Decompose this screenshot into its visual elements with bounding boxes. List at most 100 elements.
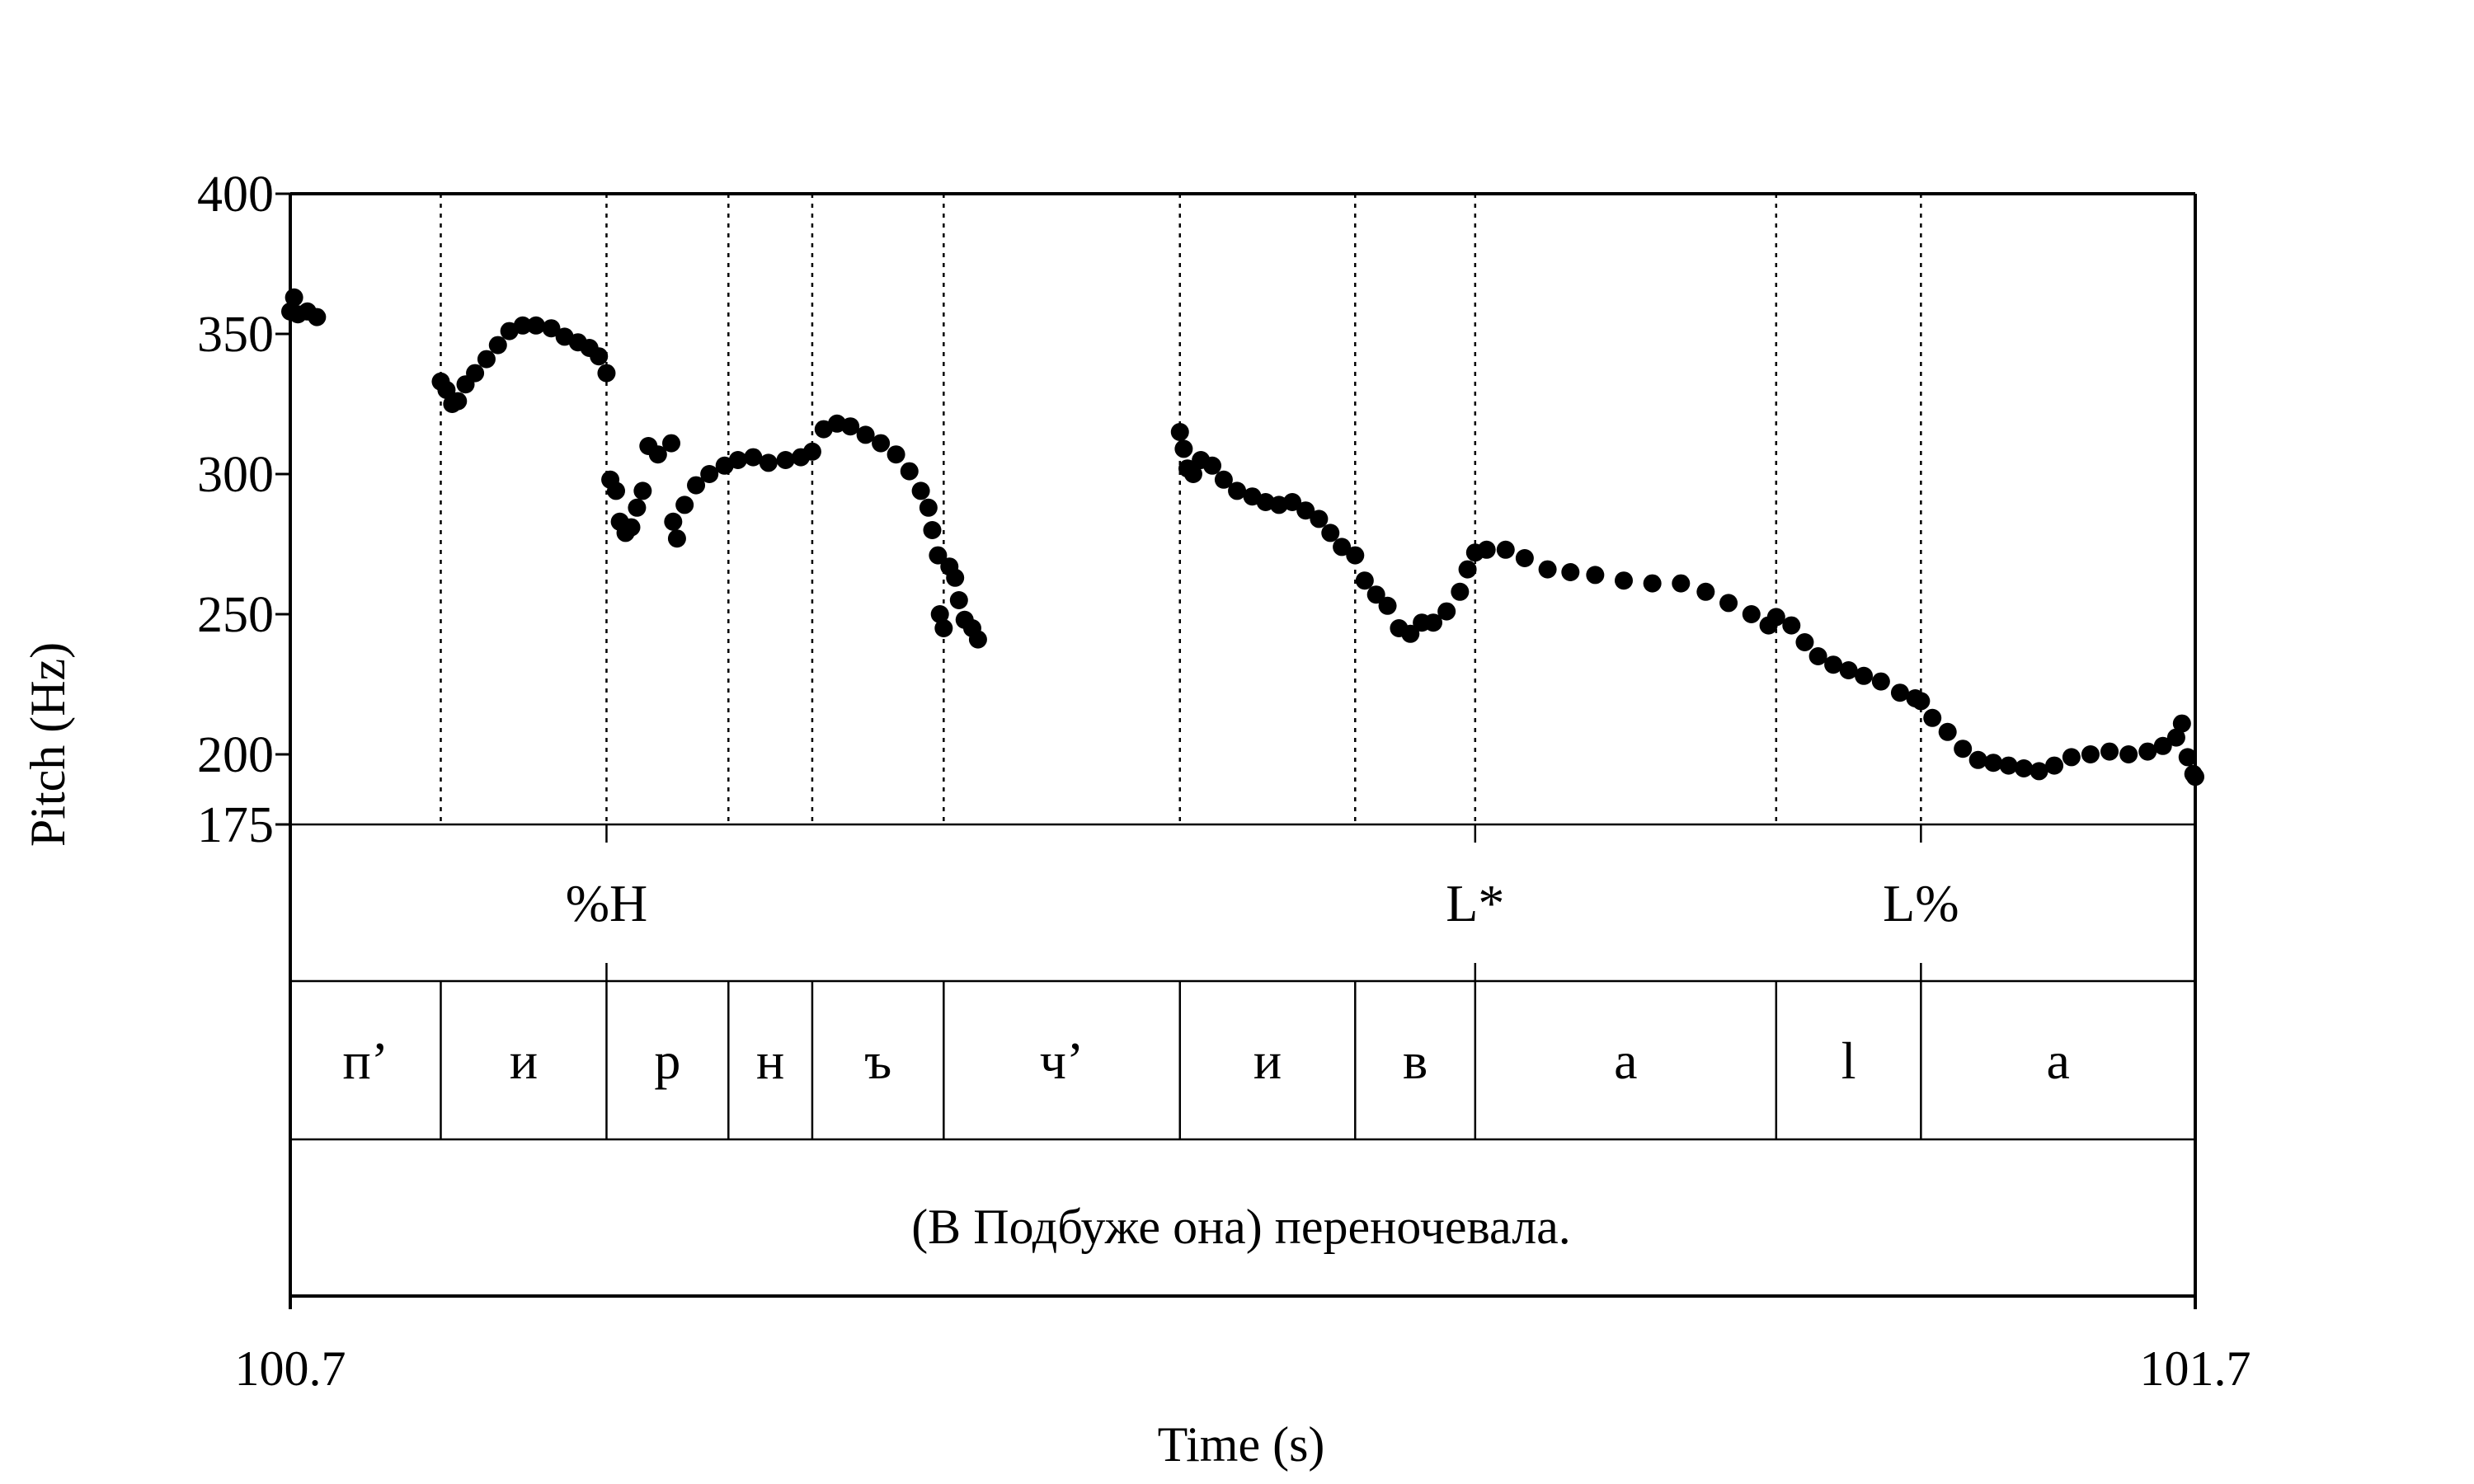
tone-label-0: %H — [566, 874, 648, 932]
pitch-point-94 — [1538, 560, 1557, 579]
pitch-point-102 — [1742, 605, 1761, 623]
pitch-point-130 — [2166, 728, 2185, 747]
segment-boundary-grid — [440, 194, 1922, 824]
pitch-point-55 — [930, 605, 949, 623]
pitch-point-23 — [607, 481, 626, 500]
y-tick-label-400: 400 — [197, 167, 274, 223]
y-tick-label-250: 250 — [197, 587, 274, 643]
tone-tier: %H L* L% — [566, 824, 1959, 981]
pitch-point-15 — [526, 316, 545, 335]
pitch-point-114 — [1912, 692, 1931, 711]
pitch-point-38 — [728, 451, 747, 469]
y-tick-label-200: 200 — [197, 727, 274, 783]
pitch-point-50 — [900, 462, 919, 481]
pitch-point-70 — [1228, 481, 1247, 500]
pitch-point-26 — [622, 518, 641, 537]
pitch-point-112 — [1890, 683, 1909, 702]
pitch-point-105 — [1782, 616, 1801, 635]
pitch-point-12 — [488, 336, 507, 355]
pitch-point-48 — [872, 434, 891, 453]
pitch-point-118 — [1968, 750, 1987, 769]
y-tick-label-350: 350 — [197, 307, 274, 363]
segment-label-3: н — [756, 1031, 784, 1090]
pitch-point-92 — [1496, 540, 1515, 559]
pitch-point-101 — [1719, 594, 1738, 613]
pitch-point-46 — [841, 417, 860, 436]
pitch-point-95 — [1561, 563, 1580, 581]
pitch-point-31 — [662, 434, 680, 453]
pitch-point-106 — [1795, 633, 1814, 651]
pitch-point-21 — [597, 364, 616, 383]
segment-tier: п’ и р н ъ ч’ и в а l а — [342, 981, 2070, 1139]
segment-label-10: а — [2046, 1031, 2069, 1090]
pitch-point-122 — [2030, 762, 2048, 781]
pitch-point-6 — [437, 381, 456, 399]
pitch-point-98 — [1643, 574, 1662, 593]
pitch-point-34 — [675, 495, 694, 514]
pitch-point-124 — [2062, 748, 2081, 767]
pitch-point-14 — [513, 316, 532, 335]
pitch-point-16 — [542, 319, 561, 338]
pitch-point-97 — [1615, 571, 1633, 590]
pitch-point-91 — [1477, 540, 1496, 559]
pitch-point-58 — [946, 568, 965, 587]
pitch-point-126 — [2100, 742, 2119, 761]
pitch-point-32 — [664, 512, 683, 531]
pitch-point-41 — [776, 451, 795, 469]
pitch-point-111 — [1871, 672, 1890, 691]
x-axis-label: Time (s) — [1158, 1417, 1325, 1472]
segment-label-6: и — [1253, 1031, 1282, 1090]
pitch-point-78 — [1333, 538, 1352, 556]
pitch-point-86 — [1424, 613, 1442, 632]
pitch-point-82 — [1378, 596, 1397, 615]
pitch-point-20 — [590, 347, 609, 366]
y-tick-label-175: 175 — [197, 797, 274, 853]
segment-label-2: р — [654, 1031, 680, 1090]
pitch-point-110 — [1855, 666, 1874, 685]
pitch-point-11 — [477, 350, 496, 369]
pitch-point-128 — [2138, 742, 2157, 761]
pitch-point-36 — [700, 465, 719, 483]
pitch-point-116 — [1938, 722, 1957, 741]
pitch-point-53 — [923, 521, 942, 539]
pitch-point-104 — [1766, 608, 1785, 627]
pitch-point-108 — [1824, 655, 1843, 674]
pitch-point-125 — [2081, 745, 2100, 763]
pitch-point-120 — [1999, 756, 2018, 775]
pitch-point-8 — [449, 392, 468, 411]
pitch-point-1 — [285, 288, 303, 307]
pitch-point-27 — [628, 498, 647, 517]
pitch-point-76 — [1310, 510, 1329, 528]
segment-label-8: а — [1614, 1031, 1637, 1090]
pitch-point-51 — [911, 481, 930, 500]
x-tick-label-end: 101.7 — [2140, 1341, 2251, 1396]
segment-label-4: ъ — [864, 1031, 891, 1090]
y-axis-label: Pitch (Hz) — [21, 642, 75, 847]
pitch-point-93 — [1515, 549, 1534, 567]
pitch-point-117 — [1954, 740, 1973, 758]
tone-label-2: L% — [1883, 874, 1959, 932]
pitch-point-43 — [802, 442, 821, 461]
segment-label-1: и — [510, 1031, 538, 1090]
pitch-point-107 — [1808, 647, 1827, 665]
segment-label-9: l — [1841, 1031, 1856, 1090]
pitch-point-66 — [1183, 465, 1202, 483]
pitch-point-81 — [1366, 585, 1385, 604]
pitch-point-131 — [2172, 714, 2191, 733]
figure-frame — [289, 192, 2197, 1309]
pitch-point-52 — [919, 498, 938, 517]
pitch-point-30 — [648, 445, 667, 464]
pitch-point-33 — [667, 529, 686, 548]
pitch-point-63 — [1170, 423, 1189, 441]
pitch-point-119 — [1984, 754, 2003, 773]
pitch-point-68 — [1203, 456, 1222, 475]
pitch-point-87 — [1437, 602, 1456, 621]
pitch-point-74 — [1283, 493, 1302, 511]
pitch-point-99 — [1672, 574, 1691, 593]
pitch-point-4 — [308, 308, 327, 326]
pitch-point-28 — [633, 481, 652, 500]
pitch-track — [281, 288, 2204, 787]
pitch-point-109 — [1839, 661, 1858, 679]
pitch-point-123 — [2045, 756, 2064, 775]
sentence-text: (В Подбуже она) переночевала. — [911, 1200, 1571, 1254]
